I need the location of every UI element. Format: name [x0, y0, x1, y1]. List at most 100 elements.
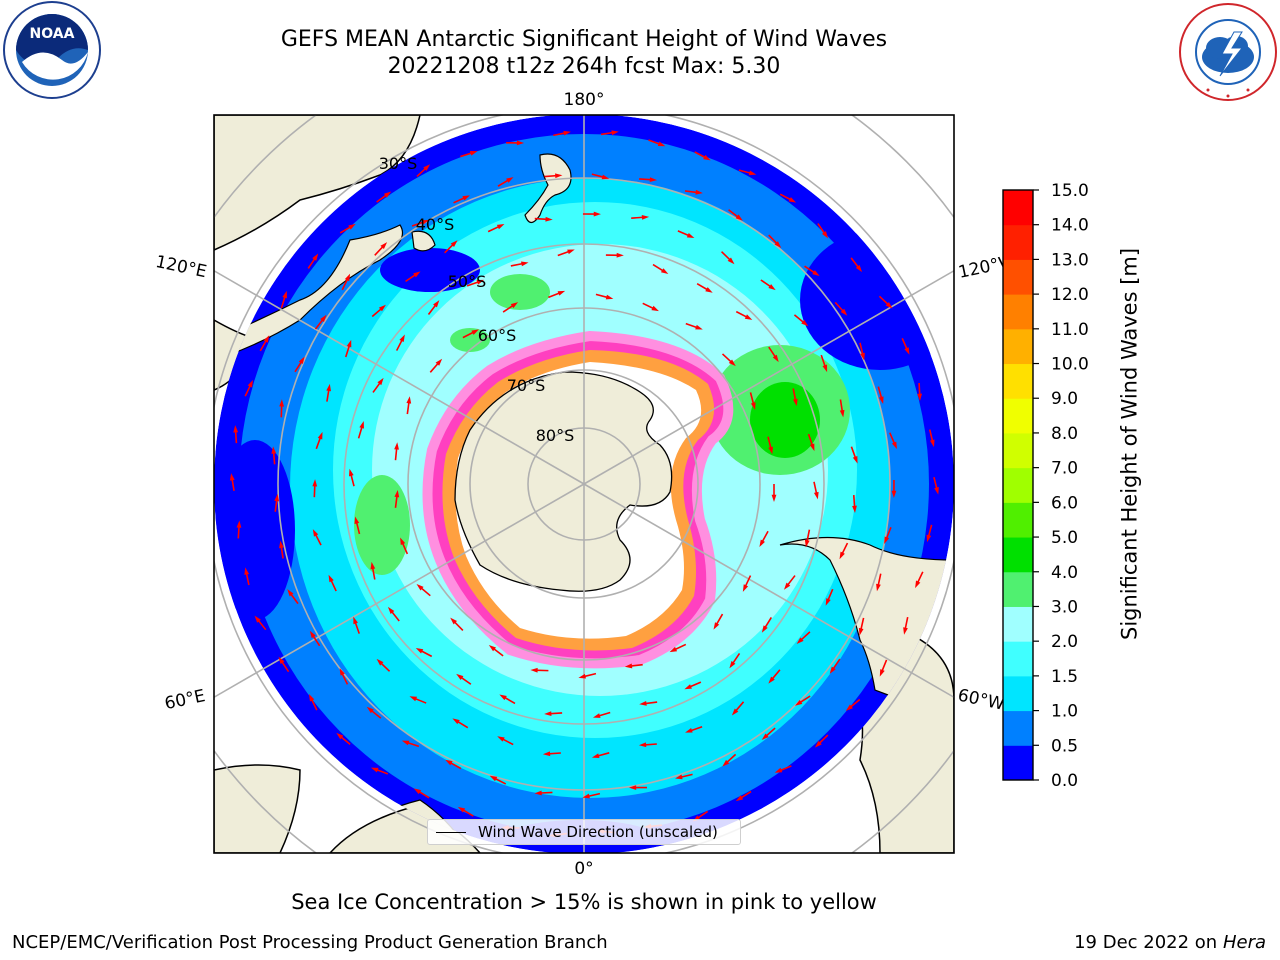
wind-wave-arrowhead	[722, 759, 730, 767]
wind-wave-arrowhead	[809, 443, 815, 452]
colorbar-segment	[1003, 745, 1033, 781]
wind-wave-arrowhead	[891, 441, 897, 450]
wind-wave-arrowhead	[783, 582, 791, 590]
wind-wave-arrowhead	[433, 300, 440, 308]
wind-wave-arrowhead	[729, 661, 736, 669]
wind-wave-arrowhead	[855, 264, 863, 273]
lat-label-70s: 70°S	[507, 376, 546, 395]
wind-wave-arrowhead	[821, 231, 829, 239]
wind-wave-arrowhead	[801, 319, 809, 327]
wind-wave-arrowhead	[713, 622, 720, 630]
colorbar-tick-label: 14.0	[1051, 216, 1089, 236]
noaa-logo: NOAA	[3, 1, 101, 99]
colorbar-tick-label: 0.0	[1051, 771, 1078, 791]
colorbar-tick-label: 10.0	[1051, 355, 1089, 375]
wind-wave-arrowhead	[675, 774, 683, 780]
wind-wave-arrowhead	[423, 164, 431, 171]
wind-wave-arrowhead	[639, 701, 647, 706]
wind-wave-arrowhead	[312, 529, 319, 537]
wind-wave-arrowhead	[657, 141, 666, 147]
wind-wave-arrowhead	[794, 699, 803, 706]
wind-wave-arrowhead	[761, 625, 768, 633]
wind-wave-arrowhead	[312, 479, 318, 487]
wind-wave-arrowhead	[876, 583, 881, 592]
wind-wave-arrowhead	[401, 740, 410, 746]
wind-wave-arrowhead	[884, 536, 890, 545]
wind-wave-arrowhead	[516, 140, 525, 146]
wind-wave-arrowhead	[917, 393, 923, 401]
wind-wave-arrowhead	[885, 301, 893, 309]
wind-wave-arrowhead	[761, 733, 769, 741]
wind-wave-arrowhead	[750, 402, 756, 410]
colorbar-tick-label: 1.0	[1051, 702, 1078, 722]
wind-wave-arrowhead	[915, 580, 921, 589]
wind-wave-arrowhead	[457, 806, 466, 813]
noaa-logo-text: NOAA	[30, 26, 75, 42]
wind-wave-arrowhead	[934, 487, 939, 495]
colorbar-segment	[1003, 190, 1033, 226]
colorbar-tick-label: 0.5	[1051, 736, 1078, 756]
wind-wave-arrowhead	[759, 539, 765, 548]
wind-wave-arrowhead	[287, 589, 294, 597]
lat-label-30s: 30°S	[379, 154, 418, 173]
wind-wave-arrowhead	[445, 759, 453, 766]
wind-wave-arrowhead	[684, 684, 692, 690]
wind-wave-arrowhead	[727, 257, 735, 265]
wind-wave-arrowhead	[282, 290, 287, 299]
wind-wave-arrowhead	[624, 663, 633, 669]
wind-wave-arrowhead	[852, 456, 858, 464]
wind-wave-arrowhead	[563, 130, 571, 136]
colorbar-ticks: 0.0 0.5 1.0 1.5 2.0 3.0 4.0 5.0 6.0 7.0 8.0 9.0 10.0…	[1033, 181, 1089, 791]
colorbar-segment	[1003, 398, 1033, 434]
wind-wave-arrowhead	[813, 491, 819, 500]
wind-wave-arrowhead	[638, 742, 647, 748]
wind-wave-arrowhead	[376, 658, 384, 666]
colorbar-segment	[1003, 502, 1033, 538]
wind-wave-arrowhead	[788, 197, 797, 203]
sea-ice-note: Sea Ice Concentration > 15% is shown in …	[291, 890, 877, 914]
colorbar-tick-label: 2.0	[1051, 632, 1078, 652]
wind-wave-arrowhead	[852, 505, 857, 514]
lat-label-60s: 60°S	[478, 326, 517, 345]
wind-wave-arrowhead	[705, 287, 713, 293]
wind-wave-arrowhead	[452, 718, 460, 725]
lon-label-60w: 60°W	[956, 685, 1006, 714]
map-frame	[213, 114, 955, 854]
wind-wave-arrowhead	[346, 339, 352, 348]
wind-wave-arrowhead	[660, 268, 669, 275]
wind-wave-arrowhead	[308, 693, 315, 702]
wind-wave-arrowhead	[534, 790, 542, 796]
wind-wave-arrowhead	[735, 795, 744, 802]
colorbar-segment	[1003, 710, 1033, 746]
wind-wave-arrowhead	[796, 637, 804, 645]
wind-wave-arrowhead	[377, 377, 384, 386]
wind-wave-arrowhead	[840, 308, 848, 316]
wind-wave-arrowhead	[774, 767, 783, 773]
wind-wave-arrowhead	[359, 421, 364, 429]
wind-wave-arrowhead	[344, 273, 351, 282]
wind-wave-arrowhead	[521, 261, 529, 267]
wind-wave-arrowhead	[731, 708, 739, 716]
wind-wave-arrowhead	[415, 648, 424, 654]
colorbar-tick-label: 7.0	[1051, 459, 1078, 479]
wind-wave-arrowhead	[768, 284, 776, 291]
map-legend: Wind Wave Direction (unscaled)	[427, 819, 741, 845]
wind-wave-arrowhead	[616, 252, 624, 258]
date-text: 19 Dec 2022 on	[1074, 932, 1218, 953]
wind-wave-arrowhead	[771, 494, 777, 502]
graticule	[214, 115, 954, 853]
wind-wave-arrowhead	[354, 516, 360, 525]
wind-wave-arrowhead	[247, 379, 253, 388]
wind-wave-arrowhead	[926, 534, 932, 543]
wind-wave-arrowhead	[822, 364, 828, 373]
wind-wave-arrowhead	[348, 468, 354, 477]
wind-wave-arrowhead	[804, 539, 810, 548]
wind-wave-arrowhead	[471, 329, 479, 335]
wind-wave-arrowhead	[462, 195, 470, 201]
wind-wave-arrowhead	[488, 644, 496, 652]
wind-wave-arrowhead	[394, 489, 400, 498]
wind-wave-arrowhead	[394, 442, 399, 450]
colorbar-tick-label: 8.0	[1051, 424, 1078, 444]
wind-wave-arrows	[229, 130, 939, 838]
